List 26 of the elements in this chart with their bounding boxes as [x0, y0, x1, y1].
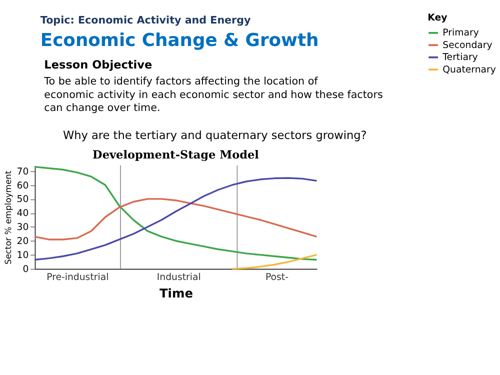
legend-label: Secondary	[442, 40, 493, 51]
text: Topic: Economic Activity and Energy	[40, 14, 252, 27]
y-tick-label: 30	[16, 222, 29, 234]
x-axis-title: Time	[159, 286, 193, 300]
text: Industrial	[156, 272, 201, 284]
text: Lesson Objective	[44, 58, 152, 72]
line-series	[231, 254, 318, 270]
legend-label: Primary	[442, 28, 480, 39]
y-tick-label: 40	[16, 208, 29, 220]
legend-title: Key	[428, 12, 448, 24]
legend-label: Quaternary	[442, 64, 496, 76]
y-tick-label: 70	[16, 166, 29, 178]
text: Post-	[265, 272, 288, 284]
y-axis-title: Sector % employment	[3, 170, 14, 265]
y-tick-label: 60	[16, 180, 29, 192]
text: Pre-industrial	[46, 272, 109, 284]
line-series	[34, 198, 318, 240]
y-tick-label: 20	[16, 236, 29, 248]
text: Why are the tertiary and quaternary sectors growing?	[62, 129, 367, 142]
y-tick-label: 50	[16, 194, 29, 206]
chart-title: Development-Stage Model	[92, 147, 259, 162]
y-tick-label: 0	[22, 264, 29, 276]
text: Economic Change & Growth	[40, 30, 319, 52]
text: To be able to identify factors affecting the location of economic activity in each economic sector and how these factors can change over time.	[43, 76, 383, 114]
y-tick-label: 10	[16, 250, 29, 262]
legend-label: Tertiary	[442, 52, 478, 64]
